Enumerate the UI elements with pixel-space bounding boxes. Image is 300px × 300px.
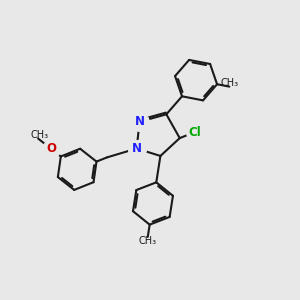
Text: CH₃: CH₃ bbox=[31, 130, 49, 140]
Text: N: N bbox=[135, 115, 145, 128]
Text: N: N bbox=[132, 142, 142, 155]
Text: Cl: Cl bbox=[188, 125, 201, 139]
Text: CH₃: CH₃ bbox=[139, 236, 157, 246]
Text: CH₃: CH₃ bbox=[220, 78, 238, 88]
Text: O: O bbox=[46, 142, 56, 155]
